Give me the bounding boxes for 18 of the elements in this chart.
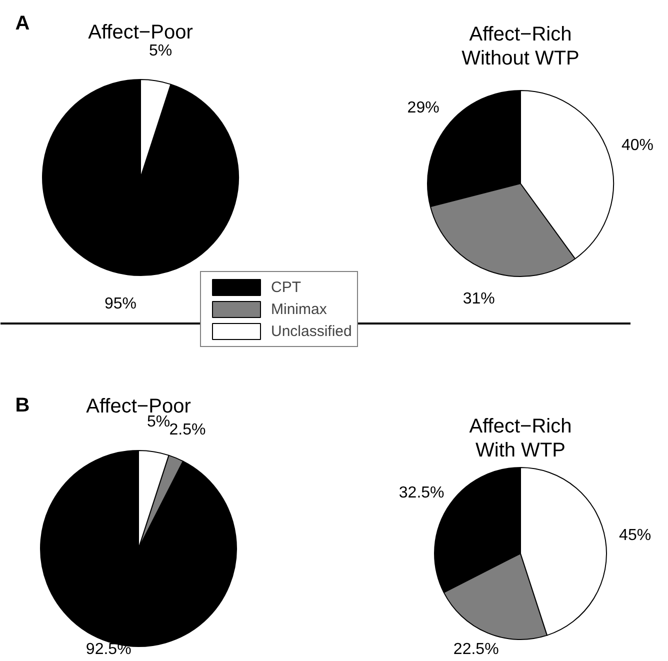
- data-label: 40%: [621, 136, 654, 154]
- data-label: 45%: [619, 526, 652, 544]
- legend-label: CPT: [271, 278, 301, 296]
- data-label: 5%: [146, 414, 170, 431]
- chart-title: Affect−Poor: [88, 22, 194, 44]
- legend-label: Minimax: [271, 300, 327, 318]
- data-label: 32.5%: [398, 484, 444, 502]
- data-label: 22.5%: [453, 641, 499, 658]
- legend-label: Unclassified: [271, 322, 352, 340]
- chart-title: Affect−Rich Without WTP: [462, 24, 580, 70]
- chart-title: Affect−Rich With WTP: [469, 416, 572, 462]
- data-label: 95%: [104, 295, 136, 312]
- data-label: 2.5%: [169, 422, 206, 439]
- text: B: [15, 394, 30, 416]
- text: A: [15, 12, 30, 34]
- data-label: 31%: [462, 290, 495, 308]
- data-label: 29%: [407, 100, 440, 117]
- data-label: 5%: [148, 42, 172, 60]
